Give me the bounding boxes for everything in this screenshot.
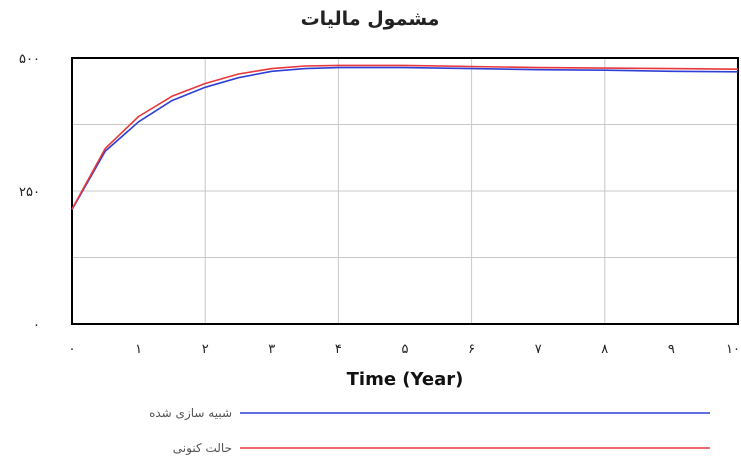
x-tick-label: ۷ [535, 342, 542, 357]
y-tick-label: ۵۰۰ [19, 52, 40, 67]
plot-frame [71, 57, 739, 325]
x-tick-label: ۹ [668, 342, 675, 357]
series-line-2 [71, 64, 739, 210]
legend-label: حالت کنونی [173, 441, 232, 456]
x-tick-label: ۱ [135, 342, 142, 357]
x-tick-label: ۶ [468, 342, 475, 357]
series-line-1 [71, 66, 739, 210]
x-tick-label: ۸ [601, 342, 608, 357]
x-tick-label: ۱۰ [726, 342, 740, 357]
legend: شبیه سازی شده حالت کنونی [149, 406, 710, 456]
grid [72, 58, 738, 324]
x-tick-label: ۲ [202, 342, 209, 357]
y-axis-ticks: ۰ ۲۵۰ ۵۰۰ [19, 52, 40, 333]
legend-label: شبیه سازی شده [149, 406, 232, 421]
y-tick-label: ۲۵۰ [19, 185, 40, 200]
x-tick-label: ۳ [268, 342, 275, 357]
chart-title: مشمول مالیات [301, 8, 440, 30]
y-tick-label: ۰ [33, 318, 40, 333]
x-tick-label: ۵ [402, 342, 409, 357]
x-tick-label: ۰ [69, 342, 76, 357]
x-axis-label: Time (Year) [347, 369, 464, 390]
x-axis-ticks: ۰ ۱ ۲ ۳ ۴ ۵ ۶ ۷ ۸ ۹ ۱۰ [69, 342, 740, 357]
series-lines [71, 64, 739, 210]
x-tick-label: ۴ [335, 342, 342, 357]
